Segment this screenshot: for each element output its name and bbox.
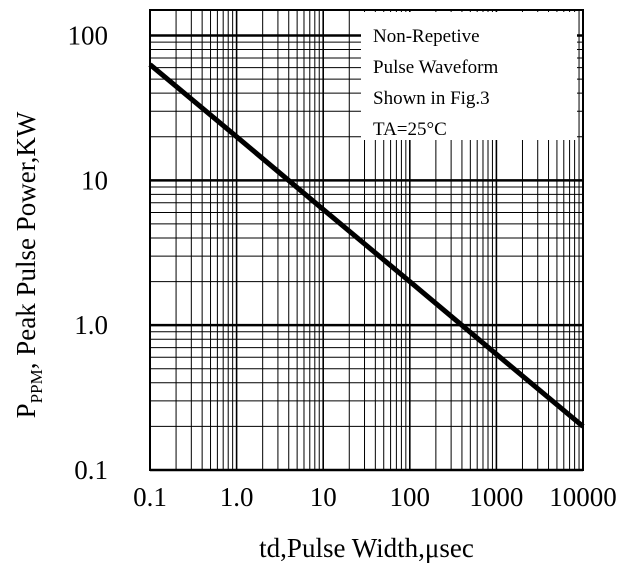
series-layer (148, 62, 585, 429)
plot-frame (149, 9, 584, 471)
y-axis-label-prefix: P (11, 403, 41, 418)
x-tick-label: 10000 (549, 482, 617, 512)
series-line (148, 62, 585, 429)
legend-line-4: TA=25°C (373, 119, 447, 140)
legend-line-2: Pulse Waveform (373, 57, 499, 78)
y-tick-label: 100 (68, 21, 109, 51)
y-axis-label-suffix: , Peak Pulse Power,KW (11, 111, 41, 369)
x-tick-label: 1.0 (220, 482, 254, 512)
legend-line-3: Shown in Fig.3 (373, 88, 490, 109)
y-axis-label-subscript: PPM (27, 369, 46, 403)
y-axis-label: PPPM, Peak Pulse Power,KW (11, 111, 46, 418)
y-tick-label: 10 (81, 165, 108, 195)
x-tick-label: 1000 (469, 482, 523, 512)
x-axis-label: td,Pulse Width,μsec (259, 533, 474, 563)
legend-box: Non-Repetive Pulse Waveform Shown in Fig… (361, 12, 577, 140)
grid (149, 10, 583, 472)
tick-labels: 0.1 1.0 10 100 1000 10000 100 10 1.0 0.1 (68, 21, 617, 512)
legend-background (361, 12, 577, 140)
x-tick-label: 100 (390, 482, 431, 512)
x-tick-label: 10 (310, 482, 337, 512)
y-tick-label: 0.1 (74, 455, 108, 485)
x-tick-label: 0.1 (133, 482, 167, 512)
y-tick-label: 1.0 (74, 310, 108, 340)
legend-line-1: Non-Repetive (373, 26, 480, 47)
